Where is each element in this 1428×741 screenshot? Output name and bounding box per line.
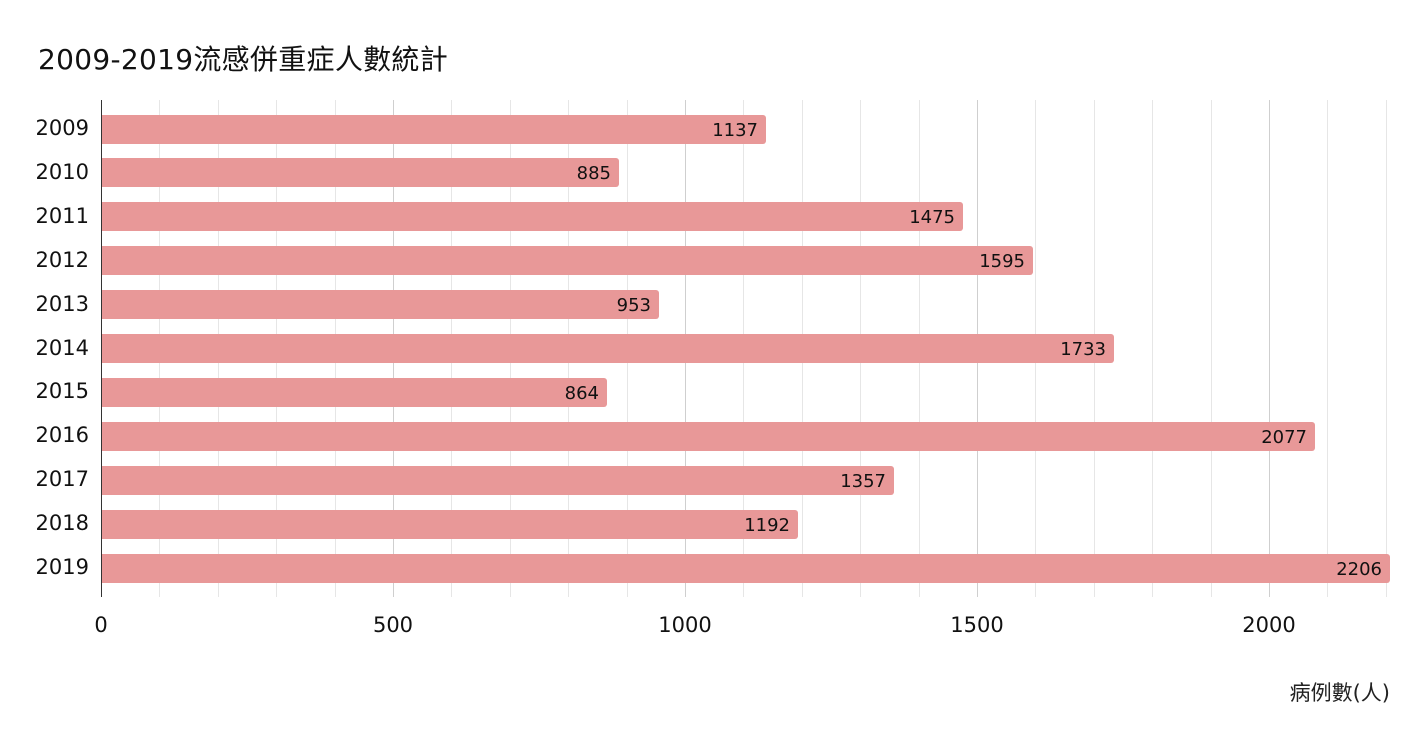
gridline: [1211, 100, 1212, 597]
bar-value-label: 1475: [909, 207, 955, 228]
category-label: 2015: [35, 379, 89, 403]
bar-value-label: 2206: [1336, 559, 1382, 580]
gridline: [1327, 100, 1328, 597]
gridline: [1386, 100, 1387, 597]
x-tick-label: 0: [94, 613, 108, 637]
category-label: 2011: [35, 204, 89, 228]
bar-2011[interactable]: 1475: [102, 202, 963, 231]
plot-area: 1137 885 1475 1595 953 1733 864 2077 1357 1192 220…: [101, 100, 1401, 597]
bar-value-label: 885: [576, 163, 611, 184]
bar-value-label: 2077: [1261, 427, 1307, 448]
bar-value-label: 1192: [744, 515, 790, 536]
x-tick-label: 1500: [950, 613, 1004, 637]
category-label: 2009: [35, 116, 89, 140]
x-axis-title: 病例數(人): [1289, 681, 1390, 705]
bar-value-label: 1733: [1060, 339, 1106, 360]
bar-2009[interactable]: 1137: [102, 115, 766, 144]
bar-2016[interactable]: 2077: [102, 422, 1315, 451]
x-tick-label: 2000: [1242, 613, 1296, 637]
bar-2010[interactable]: 885: [102, 158, 619, 187]
bar-2017[interactable]: 1357: [102, 466, 894, 495]
gridline: [1152, 100, 1153, 597]
bar-2013[interactable]: 953: [102, 290, 659, 319]
chart-title: 2009-2019流感併重症人數統計: [38, 43, 449, 76]
bar-2014[interactable]: 1733: [102, 334, 1114, 363]
bar-value-label: 953: [616, 295, 651, 316]
bar-value-label: 1357: [840, 471, 886, 492]
x-tick-label: 1000: [658, 613, 712, 637]
y-axis-line: [101, 100, 102, 597]
bar-value-label: 864: [564, 383, 599, 404]
gridline: [1269, 100, 1270, 597]
category-label: 2019: [35, 555, 89, 579]
bar-2015[interactable]: 864: [102, 378, 607, 407]
bar-2018[interactable]: 1192: [102, 510, 798, 539]
bar-2019[interactable]: 2206: [102, 554, 1390, 583]
category-label: 2016: [35, 423, 89, 447]
category-label: 2013: [35, 292, 89, 316]
x-tick-label: 500: [372, 613, 414, 637]
category-label: 2012: [35, 248, 89, 272]
category-label: 2014: [35, 336, 89, 360]
category-label: 2017: [35, 467, 89, 491]
bar-value-label: 1137: [712, 120, 758, 141]
category-label: 2018: [35, 511, 89, 535]
category-label: 2010: [35, 160, 89, 184]
bar-value-label: 1595: [979, 251, 1025, 272]
bar-2012[interactable]: 1595: [102, 246, 1033, 275]
